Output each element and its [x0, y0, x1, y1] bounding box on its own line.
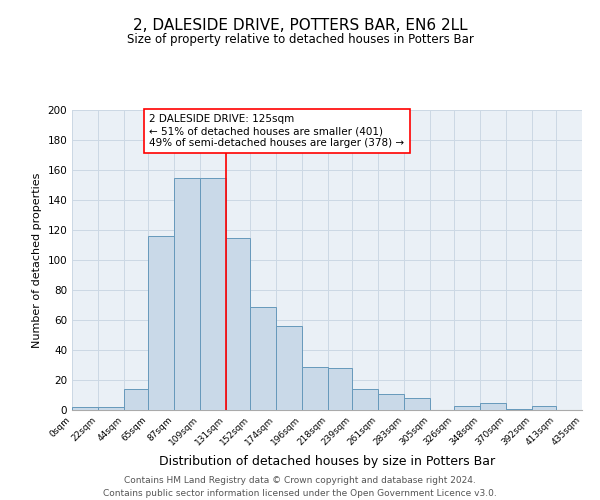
Bar: [480, 402, 506, 410]
Text: Contains public sector information licensed under the Open Government Licence v3: Contains public sector information licen…: [103, 489, 497, 498]
Bar: [148, 236, 174, 410]
Bar: [200, 178, 226, 410]
Bar: [276, 326, 302, 410]
Bar: [378, 394, 404, 410]
Bar: [404, 398, 430, 410]
Bar: [174, 178, 200, 410]
Bar: [226, 238, 250, 410]
Text: Contains HM Land Registry data © Crown copyright and database right 2024.: Contains HM Land Registry data © Crown c…: [124, 476, 476, 485]
Bar: [506, 408, 532, 410]
Bar: [532, 406, 556, 410]
Y-axis label: Number of detached properties: Number of detached properties: [32, 172, 42, 348]
Bar: [250, 306, 276, 410]
Text: 2 DALESIDE DRIVE: 125sqm
← 51% of detached houses are smaller (401)
49% of semi-: 2 DALESIDE DRIVE: 125sqm ← 51% of detach…: [149, 114, 404, 148]
Text: 2, DALESIDE DRIVE, POTTERS BAR, EN6 2LL: 2, DALESIDE DRIVE, POTTERS BAR, EN6 2LL: [133, 18, 467, 32]
Bar: [72, 407, 98, 410]
Bar: [328, 368, 352, 410]
Bar: [302, 366, 328, 410]
X-axis label: Distribution of detached houses by size in Potters Bar: Distribution of detached houses by size …: [159, 456, 495, 468]
Bar: [352, 389, 378, 410]
Bar: [124, 389, 148, 410]
Bar: [98, 407, 124, 410]
Text: Size of property relative to detached houses in Potters Bar: Size of property relative to detached ho…: [127, 32, 473, 46]
Bar: [454, 406, 480, 410]
